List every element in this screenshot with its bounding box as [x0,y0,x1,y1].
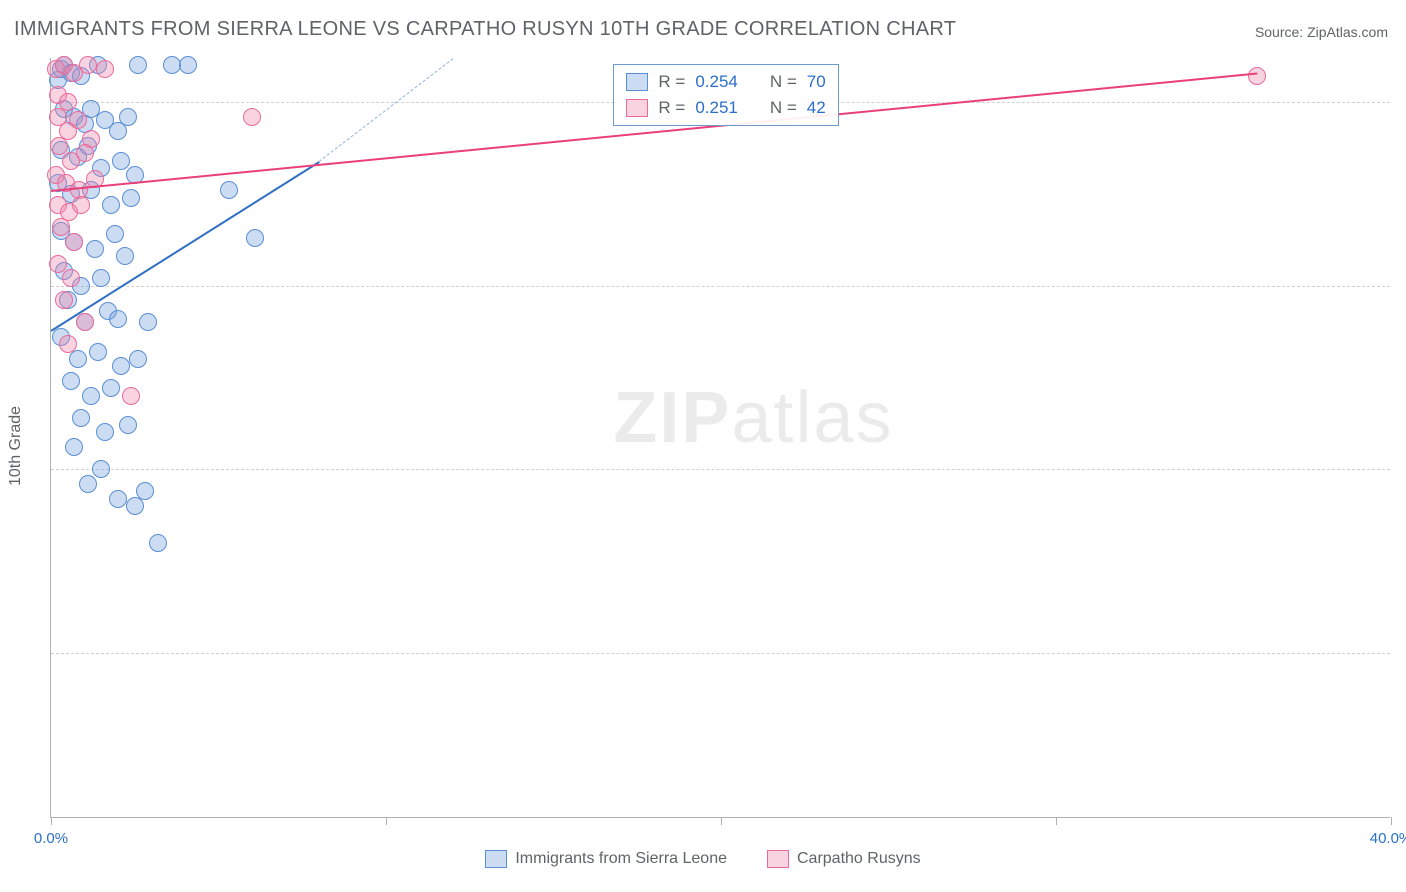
data-point [62,372,80,390]
n-value: 70 [807,69,826,95]
data-point [1248,67,1266,85]
watermark-bold: ZIP [613,378,731,458]
data-point [86,240,104,258]
watermark-light: atlas [731,378,893,458]
data-point [92,460,110,478]
legend-row: R = 0.254 N = 70 [626,69,825,95]
gridline [51,653,1390,654]
data-point [136,482,154,500]
data-point [79,56,97,74]
data-point [220,181,238,199]
data-point [119,108,137,126]
data-point [59,335,77,353]
data-point [102,196,120,214]
chart-title: IMMIGRANTS FROM SIERRA LEONE VS CARPATHO… [14,18,956,41]
data-point [179,56,197,74]
watermark: ZIPatlas [613,377,893,459]
n-label: N = [770,95,797,121]
data-point [82,387,100,405]
source-label: Source: [1255,24,1307,40]
data-point [122,387,140,405]
data-point [79,475,97,493]
r-value: 0.251 [695,95,738,121]
data-point [76,144,94,162]
x-tick [1056,817,1057,825]
data-point [65,233,83,251]
data-point [116,247,134,265]
data-point [62,269,80,287]
r-label: R = [658,95,685,121]
data-point [69,111,87,129]
legend-swatch [626,99,648,117]
gridline [51,286,1390,287]
y-axis-label: 10th Grade [7,406,25,486]
data-point [72,409,90,427]
correlation-legend: R = 0.254 N = 70 R = 0.251 N = 42 [613,64,838,126]
scatter-chart: ZIPatlas 85.0%90.0%95.0%100.0%0.0%40.0%R… [50,58,1390,818]
legend-item: Carpatho Rusyns [767,850,921,868]
data-point [149,534,167,552]
data-point [89,343,107,361]
legend-swatch [485,850,507,868]
data-point [106,225,124,243]
data-point [69,350,87,368]
x-tick-label: 0.0% [34,830,68,847]
n-label: N = [770,69,797,95]
gridline [51,469,1390,470]
data-point [112,152,130,170]
data-point [129,350,147,368]
r-label: R = [658,69,685,95]
legend-item: Immigrants from Sierra Leone [485,850,727,868]
x-tick [386,817,387,825]
data-point [96,60,114,78]
data-point [109,310,127,328]
data-point [55,291,73,309]
trend-line [319,58,454,162]
source-attribution: Source: ZipAtlas.com [1255,24,1388,40]
data-point [72,196,90,214]
data-point [96,423,114,441]
n-value: 42 [807,95,826,121]
legend-row: R = 0.251 N = 42 [626,95,825,121]
data-point [52,218,70,236]
data-point [246,229,264,247]
r-value: 0.254 [695,69,738,95]
legend-swatch [626,73,648,91]
data-point [49,255,67,273]
x-tick [51,817,52,825]
source-name: ZipAtlas.com [1307,24,1388,40]
legend-label: Carpatho Rusyns [797,850,921,868]
data-point [112,357,130,375]
legend-label: Immigrants from Sierra Leone [515,850,727,868]
x-tick-label: 40.0% [1370,830,1406,847]
data-point [122,189,140,207]
data-point [92,269,110,287]
data-point [109,490,127,508]
data-point [119,416,137,434]
data-point [139,313,157,331]
data-point [76,313,94,331]
legend-swatch [767,850,789,868]
data-point [163,56,181,74]
data-point [243,108,261,126]
x-tick [1391,817,1392,825]
data-point [129,56,147,74]
data-point [102,379,120,397]
bottom-legend: Immigrants from Sierra Leone Carpatho Rus… [0,850,1406,868]
x-tick [721,817,722,825]
data-point [65,438,83,456]
